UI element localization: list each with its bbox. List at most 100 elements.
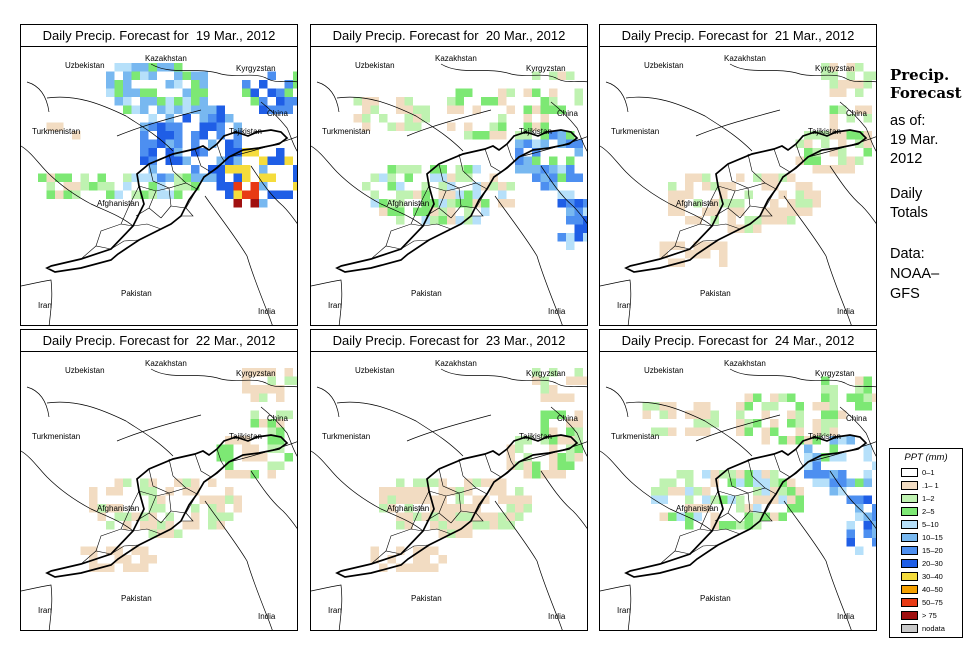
precip-cell bbox=[710, 495, 719, 504]
precip-cell bbox=[421, 182, 430, 191]
precip-cell bbox=[821, 71, 830, 80]
legend-item: 10–15 bbox=[901, 532, 943, 542]
province-border bbox=[717, 490, 751, 524]
country-label-kyrgyzstan: Kyrgyzstan bbox=[526, 369, 566, 378]
precip-cell bbox=[863, 131, 872, 140]
precip-cell bbox=[795, 156, 804, 165]
precip-cell bbox=[148, 71, 157, 80]
precip-cell bbox=[506, 521, 515, 530]
precip-cell bbox=[276, 436, 285, 445]
precip-cell bbox=[685, 487, 694, 496]
precip-cell bbox=[430, 521, 439, 530]
precip-cell bbox=[566, 131, 575, 140]
precip-cell bbox=[114, 512, 123, 521]
precip-cell bbox=[855, 80, 864, 89]
province-border bbox=[425, 190, 447, 217]
province-border bbox=[135, 190, 157, 217]
country-label-kyrgyzstan: Kyrgyzstan bbox=[815, 64, 855, 73]
precip-cell bbox=[216, 114, 225, 123]
legend-item: .1– 1 bbox=[901, 480, 939, 490]
precip-cell bbox=[421, 495, 430, 504]
precip-cell bbox=[761, 410, 770, 419]
precip-cell bbox=[199, 148, 208, 157]
country-label-turkmenistan: Turkmenistan bbox=[322, 127, 370, 136]
precip-cell bbox=[498, 512, 507, 521]
province-border bbox=[132, 223, 162, 230]
precip-cell bbox=[770, 207, 779, 216]
country-label-pakistan: Pakistan bbox=[121, 289, 152, 298]
precip-cell bbox=[174, 71, 183, 80]
precip-cell bbox=[532, 88, 541, 97]
precip-cell bbox=[438, 529, 447, 538]
country-border bbox=[336, 401, 464, 457]
sidebar-totals: Totals bbox=[890, 205, 928, 221]
province-border bbox=[95, 528, 134, 552]
precip-cell bbox=[259, 419, 268, 428]
province-border bbox=[428, 185, 462, 219]
country-border bbox=[260, 406, 297, 457]
precip-cell bbox=[829, 80, 838, 89]
precip-cell bbox=[157, 182, 166, 191]
precip-cell bbox=[863, 80, 872, 89]
precip-cell bbox=[838, 410, 847, 419]
precip-cell bbox=[481, 495, 490, 504]
precip-cell bbox=[140, 71, 149, 80]
country-label-china: China bbox=[267, 414, 288, 423]
precip-cell bbox=[464, 521, 473, 530]
precip-cell bbox=[719, 190, 728, 199]
precip-cell bbox=[148, 114, 157, 123]
forecast-panel-1: Daily Precip. Forecast for 19 Mar., 2012… bbox=[20, 24, 298, 326]
precip-cell bbox=[761, 470, 770, 479]
precip-cell bbox=[267, 470, 276, 479]
precip-cell bbox=[574, 199, 583, 208]
precip-cell bbox=[846, 63, 855, 72]
precip-cell bbox=[464, 199, 473, 208]
precip-cell bbox=[284, 453, 293, 462]
precip-cell bbox=[583, 199, 587, 208]
precip-cell bbox=[165, 122, 174, 131]
precip-cell bbox=[532, 139, 541, 148]
precip-cell bbox=[396, 487, 405, 496]
precip-cell bbox=[532, 156, 541, 165]
country-border bbox=[311, 145, 424, 227]
precip-cell bbox=[710, 182, 719, 191]
province-border bbox=[120, 490, 140, 530]
panel-title: Daily Precip. Forecast for 23 Mar., 2012 bbox=[311, 330, 587, 352]
precip-cell bbox=[515, 436, 524, 445]
precip-cell bbox=[532, 470, 541, 479]
precip-cell bbox=[148, 173, 157, 182]
precip-cell bbox=[216, 495, 225, 504]
precip-cell bbox=[489, 97, 498, 106]
precip-cell bbox=[727, 521, 736, 530]
precip-cell bbox=[829, 453, 838, 462]
precip-cell bbox=[804, 182, 813, 191]
precip-cell bbox=[540, 122, 549, 131]
precip-cell bbox=[863, 495, 872, 504]
precip-cell bbox=[685, 495, 694, 504]
precip-cell bbox=[157, 504, 166, 513]
precip-cell bbox=[131, 63, 140, 72]
legend-item: 20–30 bbox=[901, 558, 943, 568]
precip-cell bbox=[523, 88, 532, 97]
precip-cell bbox=[396, 216, 405, 225]
precip-cell bbox=[549, 453, 558, 462]
precip-cell bbox=[267, 461, 276, 470]
precip-cell bbox=[464, 165, 473, 174]
precip-cell bbox=[668, 512, 677, 521]
precip-cell bbox=[72, 131, 81, 140]
country-label-turkmenistan: Turkmenistan bbox=[611, 432, 659, 441]
precip-cell bbox=[216, 173, 225, 182]
precip-cell bbox=[770, 487, 779, 496]
forecast-panel-5: Daily Precip. Forecast for 23 Mar., 2012… bbox=[310, 329, 588, 631]
precip-cell bbox=[804, 207, 813, 216]
precip-cell bbox=[744, 478, 753, 487]
precip-cell bbox=[659, 487, 668, 496]
precip-cell bbox=[259, 156, 268, 165]
precip-cell bbox=[540, 385, 549, 394]
precip-cell bbox=[259, 393, 268, 402]
precip-cell bbox=[727, 478, 736, 487]
precip-cell bbox=[182, 71, 191, 80]
province-border bbox=[95, 223, 134, 247]
precip-cell bbox=[430, 216, 439, 225]
precip-cell bbox=[838, 88, 847, 97]
